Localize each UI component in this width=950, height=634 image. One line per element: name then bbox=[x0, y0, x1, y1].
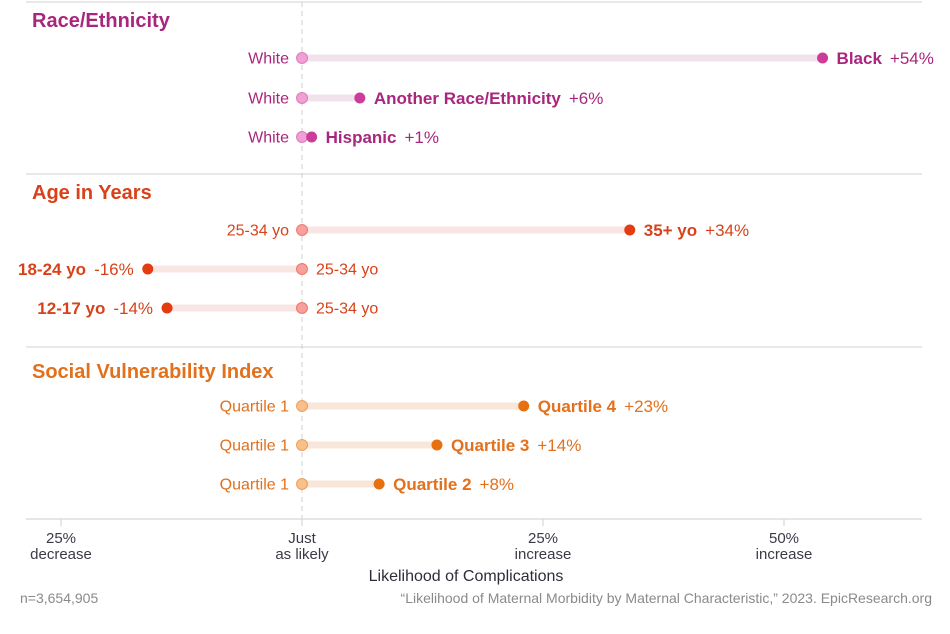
comparison-label: Black bbox=[837, 49, 883, 68]
reference-label: 25-34 yo bbox=[316, 301, 378, 318]
reference-label: White bbox=[248, 91, 289, 108]
comparison-label: 18-24 yo bbox=[18, 260, 86, 279]
reference-dot bbox=[296, 224, 308, 236]
group-age-in-years: Age in Years 25-34 yo 35+ yo +34% 25-34 yo -1… bbox=[18, 182, 749, 318]
comparison-dot bbox=[518, 400, 530, 412]
reference-label: White bbox=[248, 51, 289, 68]
percent-change-label: +23% bbox=[624, 397, 668, 416]
comparison-dot bbox=[161, 302, 173, 314]
dumbbell-row: White Black +54% bbox=[248, 49, 934, 68]
dumbbell-row: White Another Race/Ethnicity +6% bbox=[248, 89, 603, 108]
reference-label: Quartile 1 bbox=[220, 399, 289, 416]
x-tick-label: as likely bbox=[275, 546, 329, 563]
section-dividers bbox=[26, 1, 922, 348]
section-title: Social Vulnerability Index bbox=[32, 361, 274, 383]
comparison-dot bbox=[817, 52, 829, 64]
reference-label: 25-34 yo bbox=[316, 262, 378, 279]
percent-change-label: -14% bbox=[113, 299, 153, 318]
source-citation: “Likelihood of Maternal Morbidity by Mat… bbox=[401, 590, 932, 606]
reference-dot bbox=[296, 263, 308, 275]
percent-change-label: +1% bbox=[404, 128, 439, 147]
comparison-dot bbox=[373, 478, 385, 490]
reference-label: Quartile 1 bbox=[220, 438, 289, 455]
comparison-dot bbox=[306, 131, 318, 143]
x-axis-title: Likelihood of Complications bbox=[369, 568, 564, 585]
comparison-dot bbox=[431, 439, 443, 451]
dumbbell-row: White Hispanic +1% bbox=[248, 128, 439, 147]
comparison-label: 12-17 yo bbox=[37, 299, 105, 318]
dumbbell-row: 25-34 yo -14% 12-17 yo bbox=[37, 299, 378, 318]
reference-label: White bbox=[248, 130, 289, 147]
comparison-dot bbox=[624, 224, 636, 236]
sample-size-note: n=3,654,905 bbox=[20, 590, 98, 606]
percent-change-label: +14% bbox=[537, 436, 581, 455]
reference-label: 25-34 yo bbox=[227, 223, 289, 240]
reference-dot bbox=[296, 400, 308, 412]
x-tick-label: 25% bbox=[528, 530, 558, 547]
dumbbell-row: Quartile 1 Quartile 3 +14% bbox=[220, 436, 582, 455]
comparison-dot bbox=[354, 92, 366, 104]
percent-change-label: +54% bbox=[890, 49, 934, 68]
percent-change-label: +8% bbox=[480, 475, 515, 494]
group-race-ethnicity: Race/Ethnicity White Black +54% White Another… bbox=[32, 10, 934, 147]
reference-dot bbox=[296, 478, 308, 490]
section-title: Age in Years bbox=[32, 182, 152, 204]
x-tick-label: increase bbox=[756, 546, 813, 563]
chart-groups: Race/Ethnicity White Black +54% White Another… bbox=[18, 10, 934, 494]
x-tick-label: Just bbox=[288, 530, 316, 547]
reference-label: Quartile 1 bbox=[220, 477, 289, 494]
percent-change-label: -16% bbox=[94, 260, 134, 279]
x-tick-label: 50% bbox=[769, 530, 799, 547]
dumbbell-row: Quartile 1 Quartile 4 +23% bbox=[220, 397, 668, 416]
reference-dot bbox=[296, 302, 308, 314]
comparison-label: Quartile 4 bbox=[538, 397, 617, 416]
percent-change-label: +34% bbox=[705, 221, 749, 240]
section-title: Race/Ethnicity bbox=[32, 10, 171, 32]
reference-dot bbox=[296, 439, 308, 451]
comparison-label: Another Race/Ethnicity bbox=[374, 89, 562, 108]
comparison-label: Hispanic bbox=[326, 128, 397, 147]
comparison-dot bbox=[142, 263, 154, 275]
dumbbell-row: 25-34 yo 35+ yo +34% bbox=[227, 221, 749, 240]
x-tick-label: decrease bbox=[30, 546, 92, 563]
comparison-label: Quartile 2 bbox=[393, 475, 471, 494]
dumbbell-row: 25-34 yo -16% 18-24 yo bbox=[18, 260, 378, 279]
comparison-label: Quartile 3 bbox=[451, 436, 529, 455]
comparison-label: 35+ yo bbox=[644, 221, 697, 240]
reference-dot bbox=[296, 131, 308, 143]
x-tick-label: 25% bbox=[46, 530, 76, 547]
dumbbell-row: Quartile 1 Quartile 2 +8% bbox=[220, 475, 514, 494]
reference-dot bbox=[296, 52, 308, 64]
percent-change-label: +6% bbox=[569, 89, 604, 108]
x-tick-label: increase bbox=[515, 546, 572, 563]
reference-dot bbox=[296, 92, 308, 104]
